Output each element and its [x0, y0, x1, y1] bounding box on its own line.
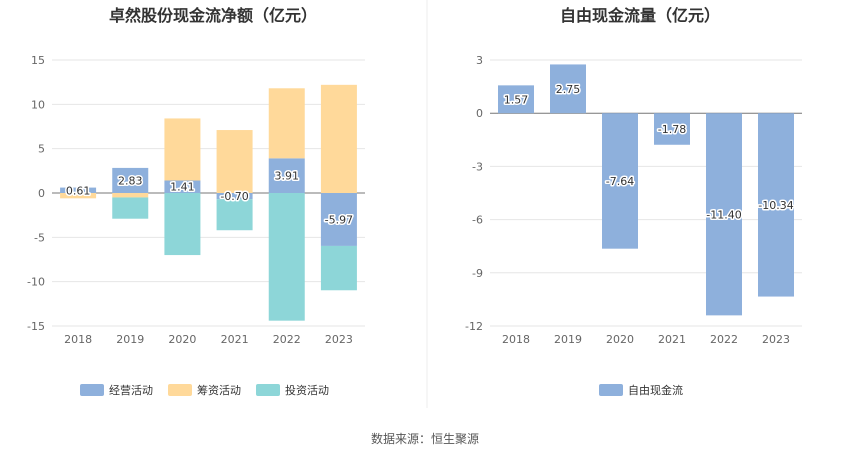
right-data-label: -1.78	[658, 123, 686, 136]
right-y-tick-label: 3	[476, 54, 483, 67]
left-legend-item[interactable]: 经营活动	[80, 383, 153, 397]
left-bar-筹资活动[interactable]	[268, 88, 305, 159]
right-x-tick-label: 2020	[606, 333, 634, 346]
right-legend-swatch	[599, 384, 623, 396]
right-bar-自由现金流[interactable]	[706, 113, 742, 316]
right-bars	[498, 64, 794, 316]
left-legend[interactable]: 经营活动 筹资活动 投资活动	[80, 383, 329, 397]
right-x-axis: 2018 2019 2020 2021 2022 2023	[502, 333, 790, 346]
left-y-tick-label: -10	[27, 276, 45, 289]
free-cashflow-chart: 自由现金流量（亿元） 1.57 2.75 -7.64 -1.78 -11.40 -10.3…	[465, 6, 802, 397]
right-y-tick-label: -3	[472, 160, 483, 173]
left-bar-投资活动[interactable]	[268, 193, 305, 321]
right-y-tick-label: -9	[472, 267, 483, 280]
left-legend-swatch	[168, 384, 192, 396]
left-data-label: 2.83	[118, 174, 143, 187]
left-y-axis: 15 10 5 0 -5 -10 -15	[27, 54, 45, 333]
right-data-label: -10.34	[758, 199, 793, 212]
left-x-tick-label: 2018	[64, 333, 92, 346]
right-x-tick-label: 2022	[710, 333, 738, 346]
right-y-tick-label: -6	[472, 214, 483, 227]
right-x-tick-label: 2021	[658, 333, 686, 346]
right-chart-title: 自由现金流量（亿元）	[560, 6, 720, 25]
right-grid	[490, 59, 802, 327]
right-bar-自由现金流[interactable]	[602, 113, 638, 249]
left-bar-投资活动[interactable]	[216, 199, 253, 231]
left-y-tick-label: 5	[38, 143, 45, 156]
left-legend-swatch	[256, 384, 280, 396]
left-x-tick-label: 2022	[273, 333, 301, 346]
left-y-tick-label: -5	[34, 231, 45, 244]
left-data-label: 3.91	[275, 170, 300, 183]
left-bar-投资活动[interactable]	[320, 245, 357, 291]
left-bar-经营活动[interactable]	[60, 187, 97, 193]
left-bar-投资活动[interactable]	[164, 193, 201, 256]
left-y-tick-label: 0	[38, 187, 45, 200]
right-data-label: 2.75	[556, 83, 581, 96]
right-data-label: -7.64	[606, 175, 634, 188]
left-data-label: -5.97	[325, 213, 353, 226]
left-data-label: 1.41	[170, 181, 195, 194]
left-bar-筹资活动[interactable]	[164, 118, 201, 181]
left-y-tick-label: 15	[31, 54, 45, 67]
right-data-labels: 1.57 2.75 -7.64 -1.78 -11.40 -10.34	[502, 81, 795, 222]
left-bar-投资活动[interactable]	[112, 197, 149, 219]
right-y-tick-label: 0	[476, 107, 483, 120]
left-legend-swatch	[80, 384, 104, 396]
right-bar-自由现金流[interactable]	[498, 85, 534, 114]
left-bar-筹资活动[interactable]	[320, 84, 357, 193]
right-data-label: -11.40	[706, 208, 741, 221]
left-data-label: -0.70	[220, 190, 248, 203]
left-y-tick-label: 10	[31, 98, 45, 111]
left-bar-经营活动[interactable]	[268, 158, 305, 193]
right-bar-自由现金流[interactable]	[758, 113, 794, 297]
right-y-tick-label: -12	[465, 320, 483, 333]
left-bars	[60, 84, 357, 321]
right-legend-item[interactable]: 自由现金流	[599, 383, 683, 397]
left-bar-筹资活动[interactable]	[216, 130, 253, 193]
left-bar-筹资活动[interactable]	[60, 193, 97, 199]
left-x-tick-label: 2021	[221, 333, 249, 346]
right-x-tick-label: 2023	[762, 333, 790, 346]
right-legend[interactable]: 自由现金流	[599, 383, 683, 397]
right-bar-自由现金流[interactable]	[550, 64, 586, 114]
left-x-tick-label: 2020	[168, 333, 196, 346]
left-bar-经营活动[interactable]	[216, 193, 253, 200]
right-bar-自由现金流[interactable]	[654, 113, 690, 145]
left-legend-label: 筹资活动	[197, 383, 241, 397]
left-bar-经营活动[interactable]	[320, 193, 357, 246]
left-bar-经营活动[interactable]	[164, 180, 201, 193]
left-chart-title: 卓然股份现金流净额（亿元）	[109, 6, 317, 25]
left-bar-筹资活动[interactable]	[112, 193, 149, 198]
left-y-tick-label: -15	[27, 320, 45, 333]
left-grid	[52, 59, 365, 327]
left-legend-label: 经营活动	[109, 383, 153, 397]
left-legend-label: 投资活动	[285, 383, 329, 397]
cashflow-net-chart: 卓然股份现金流净额（亿元） 0.61 2.83 1.41 -0.70 3.91 -5.97…	[27, 6, 365, 397]
left-data-label: 0.61	[66, 184, 91, 197]
right-data-label: 1.57	[504, 93, 529, 106]
right-y-axis: 3 0 -3 -6 -9 -12	[465, 54, 483, 333]
left-x-tick-label: 2023	[325, 333, 353, 346]
left-legend-item[interactable]: 筹资活动	[168, 383, 241, 397]
left-bar-经营活动[interactable]	[112, 167, 149, 193]
source-note: 数据来源：恒生聚源	[371, 431, 479, 446]
right-x-tick-label: 2019	[554, 333, 582, 346]
left-x-axis: 2018 2019 2020 2021 2022 2023	[64, 333, 353, 346]
left-x-tick-label: 2019	[116, 333, 144, 346]
left-legend-item[interactable]: 投资活动	[256, 383, 329, 397]
right-legend-label: 自由现金流	[628, 383, 683, 397]
right-x-tick-label: 2018	[502, 333, 530, 346]
left-data-labels: 0.61 2.83 1.41 -0.70 3.91 -5.97	[64, 168, 354, 228]
